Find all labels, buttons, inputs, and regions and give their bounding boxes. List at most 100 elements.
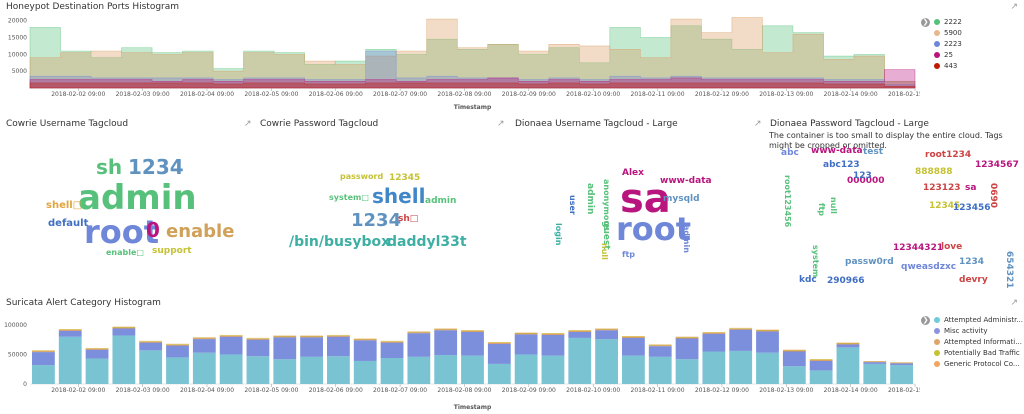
tag-word[interactable]: kdc bbox=[799, 275, 817, 285]
tag-word[interactable]: root bbox=[616, 210, 692, 248]
bar-segment bbox=[32, 351, 55, 353]
bar-segment bbox=[863, 361, 887, 363]
legend-item[interactable]: Potentially Bad Traffic bbox=[934, 347, 1023, 358]
tag-word[interactable]: 123123 bbox=[923, 183, 961, 193]
bar-segment bbox=[85, 358, 109, 384]
tag-word[interactable]: support bbox=[152, 246, 192, 256]
bar-segment bbox=[729, 329, 753, 351]
tag-word[interactable]: login bbox=[554, 223, 563, 246]
tag-word[interactable]: /bin/busybox bbox=[289, 234, 391, 250]
tag-word[interactable]: 0690 bbox=[988, 183, 998, 209]
tag-word[interactable]: enable□ bbox=[106, 248, 144, 257]
bar-segment bbox=[166, 357, 189, 384]
tag-word[interactable]: user bbox=[568, 195, 577, 215]
tag-word[interactable]: sh bbox=[96, 155, 123, 179]
legend-item[interactable]: Attempted Administr... bbox=[934, 314, 1023, 325]
tag-word[interactable]: mysqld bbox=[663, 194, 700, 204]
tag-word[interactable]: 12345 bbox=[389, 173, 421, 183]
bar-segment bbox=[487, 342, 511, 343]
legend-item[interactable]: 5900 bbox=[934, 27, 962, 38]
bar-segment bbox=[782, 350, 806, 352]
tag-word[interactable]: root bbox=[84, 213, 160, 251]
bar-segment bbox=[648, 344, 672, 346]
tag-word[interactable]: 1234567 bbox=[975, 160, 1019, 170]
tag-word[interactable]: passw0rd bbox=[845, 257, 894, 267]
x-tick-label: 2018-02-07 09:00 bbox=[373, 387, 427, 394]
tag-word[interactable]: love bbox=[941, 242, 963, 252]
tag-word[interactable]: 1234 bbox=[959, 257, 985, 267]
expand-icon[interactable]: ↗ bbox=[244, 119, 252, 129]
tag-word[interactable]: 290966 bbox=[827, 276, 865, 286]
tag-word[interactable]: 1234 bbox=[351, 210, 402, 231]
tag-word[interactable]: 654321 bbox=[1004, 251, 1014, 289]
tag-word[interactable]: 1234 bbox=[128, 155, 184, 179]
bar-segment bbox=[863, 362, 887, 364]
legend-item[interactable]: 2223 bbox=[934, 38, 962, 49]
tag-word[interactable]: test bbox=[863, 147, 884, 157]
legend-label: Potentially Bad Traffic bbox=[944, 348, 1020, 357]
tag-word[interactable]: sa bbox=[620, 176, 671, 222]
tag-word[interactable]: 888888 bbox=[915, 167, 953, 177]
bar-segment bbox=[300, 356, 323, 384]
x-tick-label: 2018-02-10 09:00 bbox=[566, 91, 620, 98]
tag-word[interactable]: Alex bbox=[622, 168, 644, 178]
tag-word[interactable]: sh□ bbox=[398, 214, 419, 224]
expand-icon[interactable]: ↗ bbox=[497, 119, 505, 129]
tag-word[interactable]: 12345 bbox=[929, 201, 961, 211]
legend-item[interactable]: 443 bbox=[934, 60, 962, 71]
expand-icon[interactable]: ↗ bbox=[1010, 2, 1018, 12]
tag-word[interactable]: default bbox=[48, 218, 89, 229]
bar-segment bbox=[514, 334, 538, 355]
legend-dot-icon bbox=[934, 316, 940, 323]
tag-word[interactable]: 12344321 bbox=[893, 243, 944, 253]
tag-word[interactable]: system bbox=[811, 245, 820, 278]
tag-word[interactable]: enable bbox=[166, 221, 235, 242]
expand-icon[interactable]: ↗ bbox=[754, 119, 762, 129]
bar-segment bbox=[809, 360, 833, 371]
tag-word[interactable]: shell□ bbox=[46, 200, 83, 211]
tag-word[interactable]: abc123 bbox=[823, 160, 860, 170]
legend-item[interactable]: Generic Protocol Co... bbox=[934, 358, 1023, 369]
bar-segment bbox=[514, 333, 538, 335]
tag-word[interactable]: admin bbox=[425, 196, 457, 206]
tag-word[interactable]: null bbox=[829, 197, 838, 214]
tag-word[interactable]: 000000 bbox=[847, 176, 885, 186]
bar-segment bbox=[327, 335, 350, 336]
bar-segment bbox=[514, 354, 538, 384]
bar-segment bbox=[890, 362, 913, 364]
tag-word[interactable]: 123456 bbox=[953, 203, 991, 213]
legend-item[interactable]: Misc activity bbox=[934, 325, 1023, 336]
tag-word[interactable]: system□ bbox=[329, 193, 369, 202]
tag-word[interactable]: ftp bbox=[817, 203, 826, 217]
legend-item[interactable]: Attempted Informati... bbox=[934, 336, 1023, 347]
tag-word[interactable]: abc bbox=[781, 148, 799, 158]
legend-toggle-icon[interactable]: ❯ bbox=[921, 18, 930, 27]
tag-word[interactable]: password bbox=[340, 172, 384, 181]
y-tick-label: 0 bbox=[23, 381, 27, 388]
legend-item[interactable]: 25 bbox=[934, 49, 962, 60]
tag-word[interactable]: devry bbox=[959, 275, 988, 285]
tag-word[interactable]: shell bbox=[372, 184, 426, 208]
tag-word[interactable]: root123456 bbox=[783, 175, 792, 228]
tag-word[interactable]: admin bbox=[682, 225, 691, 253]
tag-word[interactable]: daddyl33t bbox=[387, 234, 467, 250]
tag-word[interactable]: qweasdzxc bbox=[901, 262, 957, 272]
bar-segment bbox=[595, 339, 618, 384]
tag-word[interactable]: www-data bbox=[811, 146, 863, 156]
expand-icon[interactable]: ↗ bbox=[1010, 298, 1018, 308]
tag-word[interactable]: ftp bbox=[622, 250, 636, 259]
tag-word[interactable]: sa bbox=[965, 183, 977, 193]
tag-word[interactable]: null bbox=[600, 243, 609, 260]
bar-segment bbox=[702, 332, 726, 334]
bar-segment bbox=[353, 338, 377, 340]
tag-word[interactable]: root1234 bbox=[925, 150, 972, 160]
tag-word[interactable]: admin bbox=[78, 178, 197, 218]
legend-item[interactable]: 2222 bbox=[934, 16, 962, 27]
legend-toggle-icon[interactable]: ❯ bbox=[921, 316, 930, 325]
tag-word[interactable]: www-data bbox=[660, 176, 712, 186]
bar-segment bbox=[273, 335, 297, 337]
tag-word[interactable]: 123 bbox=[853, 171, 872, 181]
tag-word[interactable]: admin bbox=[585, 183, 595, 215]
bar-segment bbox=[353, 339, 377, 341]
tag-word[interactable]: 0 bbox=[146, 218, 160, 242]
